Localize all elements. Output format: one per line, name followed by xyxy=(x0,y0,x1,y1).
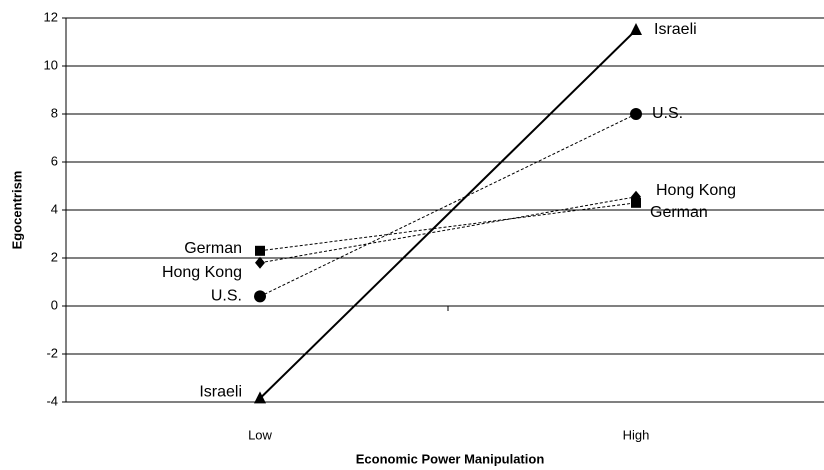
marker xyxy=(254,290,266,303)
point-label: Hong Kong xyxy=(162,264,242,281)
marker xyxy=(630,108,642,120)
point-label: German xyxy=(184,240,242,257)
series-line xyxy=(259,29,637,400)
y-tick-label: -4 xyxy=(46,393,58,408)
series-line xyxy=(259,202,637,252)
marker xyxy=(255,245,265,256)
series-line xyxy=(259,113,637,297)
marker xyxy=(255,256,265,269)
point-label: U.S. xyxy=(652,105,683,122)
point-label: Israeli xyxy=(199,384,242,401)
y-axis-title: Egocentrism xyxy=(9,171,24,250)
marker xyxy=(254,391,266,404)
x-tick-label: High xyxy=(623,427,650,442)
point-label: Israeli xyxy=(654,21,697,38)
y-tick-label: 4 xyxy=(51,201,58,216)
series-line xyxy=(259,196,637,264)
marker xyxy=(630,23,642,35)
y-tick-label: 8 xyxy=(51,105,58,120)
y-tick-label: 0 xyxy=(51,297,58,312)
y-tick-label: 2 xyxy=(51,249,58,264)
marker xyxy=(631,197,641,208)
point-label: U.S. xyxy=(211,288,242,305)
point-label: Hong Kong xyxy=(656,182,736,199)
x-axis-title: Economic Power Manipulation xyxy=(356,451,545,466)
y-tick-label: 6 xyxy=(51,153,58,168)
y-tick-label: 10 xyxy=(44,57,58,72)
y-tick-label: 12 xyxy=(44,9,58,24)
y-tick-label: -2 xyxy=(46,345,58,360)
point-label: German xyxy=(650,204,708,221)
x-tick-label: Low xyxy=(248,427,272,442)
